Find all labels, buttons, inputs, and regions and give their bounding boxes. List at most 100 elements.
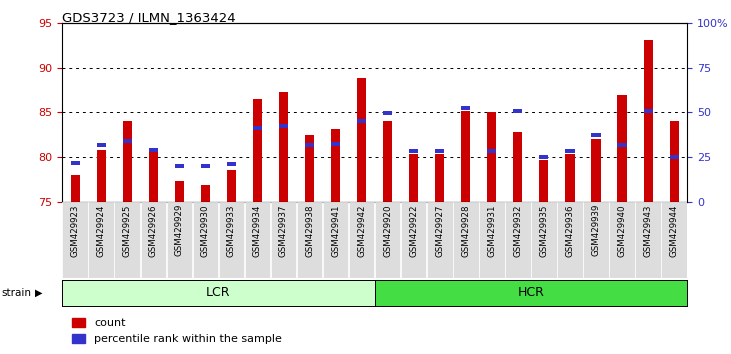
Bar [461,110,470,202]
Text: GSM429930: GSM429930 [201,204,210,257]
Bar [331,142,340,146]
Bar [618,143,626,147]
Text: GSM429940: GSM429940 [618,204,626,257]
Text: GSM429936: GSM429936 [566,204,575,257]
FancyBboxPatch shape [245,202,270,278]
Bar [71,175,80,202]
Bar [435,154,444,202]
Bar [409,154,418,202]
FancyBboxPatch shape [167,202,192,278]
Text: GSM429942: GSM429942 [357,204,366,257]
Bar [643,40,653,202]
Bar [565,149,575,153]
Bar [96,143,106,148]
Bar [488,149,496,153]
FancyBboxPatch shape [401,202,426,278]
Bar [331,129,340,202]
Bar [461,106,470,110]
FancyBboxPatch shape [375,202,401,278]
Text: LCR: LCR [206,286,231,299]
Text: GSM429922: GSM429922 [409,204,418,257]
Text: GSM429924: GSM429924 [96,204,106,257]
Bar [201,185,210,202]
Text: GSM429925: GSM429925 [123,204,132,257]
Bar [357,119,366,123]
Bar [670,155,678,159]
Bar [513,109,523,113]
FancyBboxPatch shape [219,202,244,278]
Bar [71,161,80,165]
FancyBboxPatch shape [479,202,504,278]
Bar [253,126,262,130]
Text: GSM429939: GSM429939 [591,204,600,256]
FancyBboxPatch shape [192,202,218,278]
Bar [435,149,444,153]
Text: GSM429929: GSM429929 [175,204,183,256]
Bar [123,139,132,143]
FancyBboxPatch shape [297,202,322,278]
FancyBboxPatch shape [453,202,479,278]
FancyBboxPatch shape [349,202,374,278]
Bar [227,171,236,202]
Bar [409,149,418,153]
FancyBboxPatch shape [662,202,687,278]
Text: GSM429931: GSM429931 [488,204,496,257]
Text: GSM429933: GSM429933 [227,204,236,257]
Text: HCR: HCR [518,286,545,299]
Bar [383,111,393,115]
Bar [539,155,548,159]
FancyBboxPatch shape [531,202,557,278]
FancyBboxPatch shape [583,202,609,278]
FancyBboxPatch shape [88,202,114,278]
Text: GSM429943: GSM429943 [643,204,653,257]
Text: GSM429934: GSM429934 [253,204,262,257]
Text: GSM429923: GSM429923 [71,204,80,257]
Bar [488,112,496,202]
Text: GSM429932: GSM429932 [513,204,523,257]
Bar [175,181,184,202]
FancyBboxPatch shape [270,202,296,278]
Bar [513,132,523,202]
Bar [96,150,106,202]
Text: GSM429920: GSM429920 [383,204,392,257]
Text: GSM429938: GSM429938 [305,204,314,257]
Bar [383,121,393,202]
Bar [305,143,314,147]
Bar [253,99,262,202]
Bar [591,139,601,202]
FancyBboxPatch shape [635,202,661,278]
Text: GDS3723 / ILMN_1363424: GDS3723 / ILMN_1363424 [62,11,236,24]
FancyBboxPatch shape [62,202,88,278]
Bar [305,135,314,202]
Text: GSM429926: GSM429926 [149,204,158,257]
Bar [279,124,288,128]
FancyBboxPatch shape [323,202,349,278]
Bar [279,92,288,202]
Text: GSM429937: GSM429937 [279,204,288,257]
FancyBboxPatch shape [505,202,531,278]
Bar [175,164,184,168]
Bar [357,79,366,202]
Bar [591,133,601,137]
Text: GSM429927: GSM429927 [435,204,444,257]
Bar [148,148,158,152]
Text: strain: strain [1,288,31,298]
Text: ▶: ▶ [35,288,42,298]
Bar [565,154,575,202]
FancyBboxPatch shape [427,202,452,278]
Text: GSM429941: GSM429941 [331,204,340,257]
Legend: count, percentile rank within the sample: count, percentile rank within the sample [68,313,287,348]
Bar [201,164,210,168]
FancyBboxPatch shape [609,202,635,278]
Bar [123,121,132,202]
Bar [670,121,678,202]
FancyBboxPatch shape [557,202,583,278]
Bar [539,160,548,202]
Text: GSM429928: GSM429928 [461,204,470,257]
Bar [618,96,626,202]
Bar [227,162,236,166]
Bar [643,109,653,113]
Text: GSM429944: GSM429944 [670,204,678,257]
FancyBboxPatch shape [115,202,140,278]
Bar [148,149,158,202]
